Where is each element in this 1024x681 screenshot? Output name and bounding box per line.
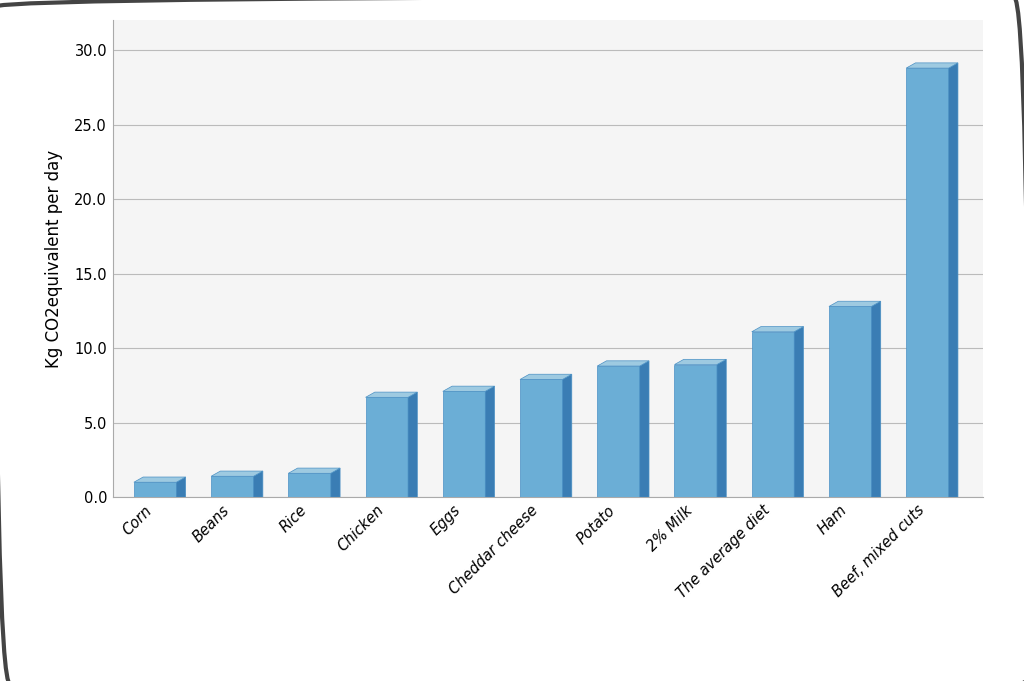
Polygon shape xyxy=(675,364,717,497)
Polygon shape xyxy=(675,360,726,364)
Polygon shape xyxy=(442,392,485,497)
Polygon shape xyxy=(408,392,418,497)
Polygon shape xyxy=(829,301,881,306)
Polygon shape xyxy=(520,379,562,497)
Polygon shape xyxy=(366,397,408,497)
Polygon shape xyxy=(640,361,649,497)
Polygon shape xyxy=(597,366,640,497)
Polygon shape xyxy=(906,494,957,500)
Polygon shape xyxy=(717,360,726,497)
Polygon shape xyxy=(562,375,571,497)
Polygon shape xyxy=(597,361,649,366)
Polygon shape xyxy=(829,306,871,497)
Polygon shape xyxy=(289,473,331,497)
Polygon shape xyxy=(906,68,948,497)
Polygon shape xyxy=(134,494,185,500)
Polygon shape xyxy=(485,386,495,497)
Polygon shape xyxy=(211,476,254,497)
Y-axis label: Kg CO2equivalent per day: Kg CO2equivalent per day xyxy=(45,150,63,368)
Polygon shape xyxy=(442,494,495,500)
Polygon shape xyxy=(948,63,957,497)
Polygon shape xyxy=(134,477,185,482)
Polygon shape xyxy=(289,468,340,473)
Polygon shape xyxy=(211,471,263,476)
Polygon shape xyxy=(366,494,418,500)
Polygon shape xyxy=(795,327,804,497)
Polygon shape xyxy=(289,494,340,500)
Polygon shape xyxy=(331,468,340,497)
Polygon shape xyxy=(597,494,649,500)
Polygon shape xyxy=(254,471,263,497)
Polygon shape xyxy=(829,494,881,500)
Polygon shape xyxy=(752,332,795,497)
Polygon shape xyxy=(675,494,726,500)
Polygon shape xyxy=(752,494,804,500)
Polygon shape xyxy=(134,482,176,497)
Polygon shape xyxy=(366,392,418,397)
Polygon shape xyxy=(520,494,571,500)
Polygon shape xyxy=(752,327,804,332)
Polygon shape xyxy=(211,494,263,500)
Polygon shape xyxy=(871,301,881,497)
Polygon shape xyxy=(176,477,185,497)
Polygon shape xyxy=(520,375,571,379)
Polygon shape xyxy=(442,386,495,392)
Polygon shape xyxy=(906,63,957,68)
